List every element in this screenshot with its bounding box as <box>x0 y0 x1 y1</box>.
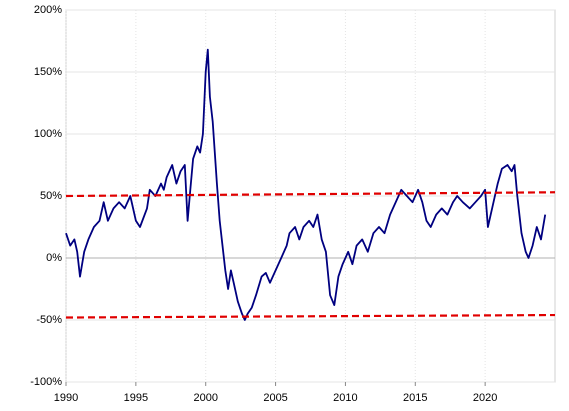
x-tick-label: 1995 <box>124 392 148 404</box>
y-tick-label: 100% <box>34 128 62 140</box>
x-tick-label: 1990 <box>54 392 78 404</box>
reference-line <box>65 313 556 319</box>
y-tick-label: -100% <box>30 376 62 388</box>
data-line <box>65 48 547 321</box>
x-tick-label: 2010 <box>333 392 357 404</box>
x-tick-label: 2020 <box>473 392 497 404</box>
y-tick-label: -50% <box>36 314 62 326</box>
y-tick-label: 0% <box>46 252 62 264</box>
x-tick-label: 2005 <box>263 392 287 404</box>
y-tick-label: 150% <box>34 66 62 78</box>
x-tick-label: 2015 <box>403 392 427 404</box>
reference-line <box>65 191 556 198</box>
y-tick-label: 50% <box>40 190 62 202</box>
x-tick-label: 2000 <box>193 392 217 404</box>
y-tick-label: 200% <box>34 4 62 16</box>
